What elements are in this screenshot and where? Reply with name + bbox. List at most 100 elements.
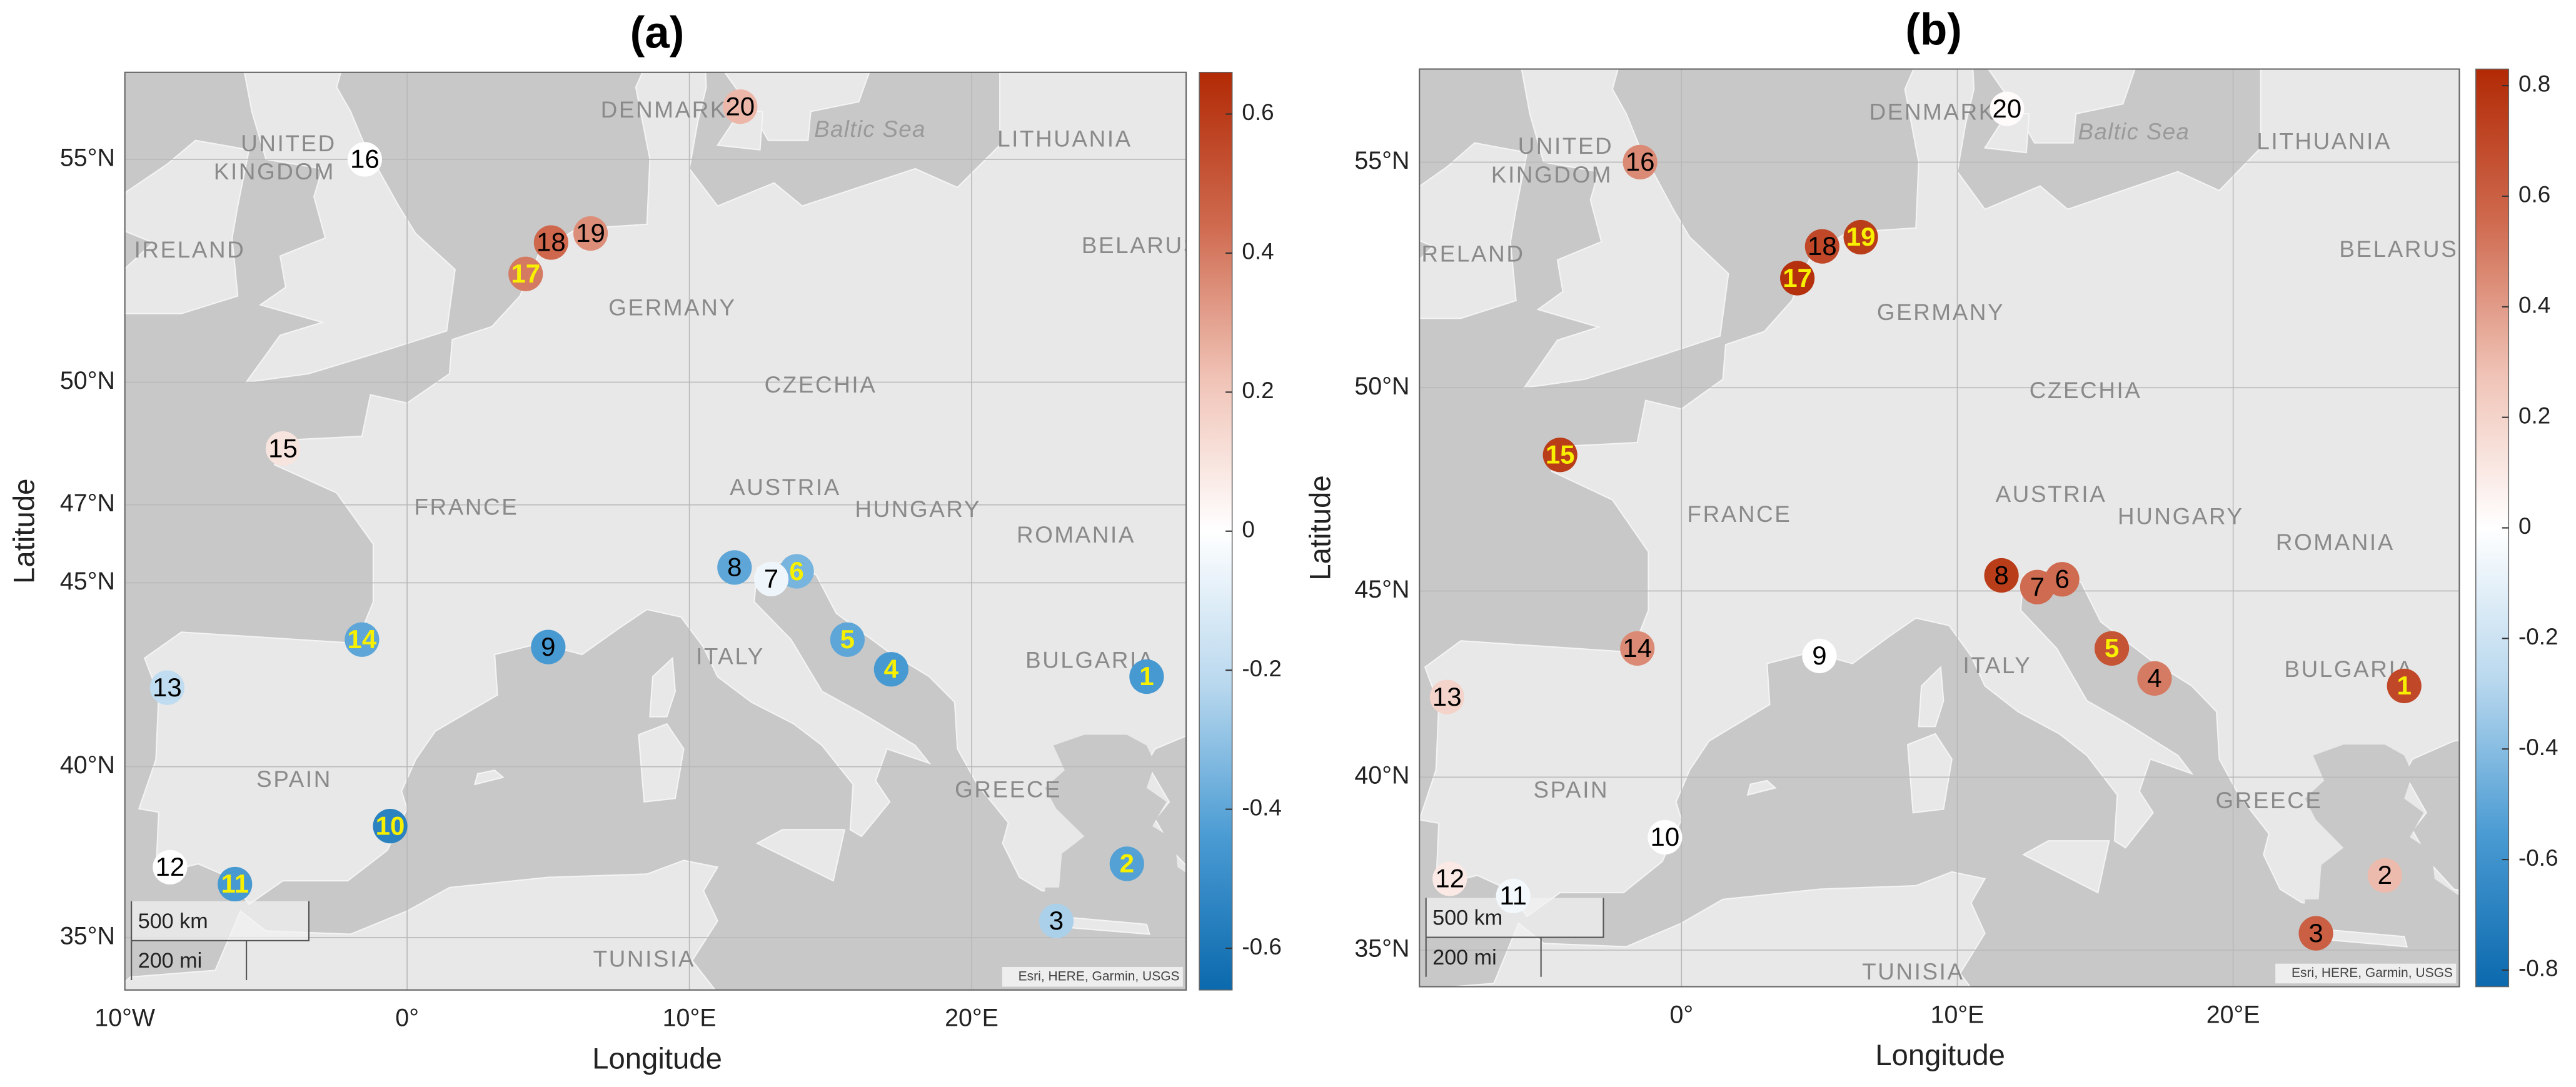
station-marker — [373, 809, 408, 844]
station-label: 17 — [511, 259, 540, 288]
station-marker — [1843, 219, 1878, 255]
land — [1444, 871, 1986, 987]
x-tick-label: 10°E — [1931, 1001, 1985, 1028]
colorbar-tick-label: 0 — [2518, 513, 2531, 539]
station-label: 6 — [789, 556, 803, 586]
colorbar-tick-label: 0 — [1242, 516, 1254, 542]
station-label: 6 — [2055, 564, 2069, 593]
station-marker — [2298, 916, 2333, 951]
place-label: Baltic Sea — [814, 116, 926, 142]
station-label: 14 — [1623, 633, 1652, 663]
place-label: ITALY — [1963, 653, 2032, 678]
station-marker — [573, 216, 608, 251]
colorbar-tick-label: 0.2 — [1242, 378, 1274, 403]
station-label: 9 — [541, 632, 555, 661]
place-label: IRELAND — [134, 237, 246, 263]
land — [2022, 840, 2110, 894]
place-label: Baltic Sea — [2078, 119, 2190, 144]
station-label: 7 — [764, 564, 778, 593]
y-tick-label: 50°N — [60, 367, 115, 394]
place-label: GERMANY — [608, 294, 736, 320]
station-marker — [265, 431, 301, 466]
station-label: 10 — [1650, 822, 1679, 851]
place-label: GREECE — [2215, 788, 2322, 813]
place-label: BELARUS — [1082, 233, 1200, 258]
place-label: SPAIN — [256, 766, 332, 792]
station-label: 9 — [1812, 641, 1826, 670]
station-label: 16 — [1626, 147, 1655, 176]
scale-bar — [1425, 898, 1604, 977]
station-marker — [2367, 858, 2402, 893]
station-label: 4 — [884, 654, 899, 683]
station-label: 11 — [1499, 881, 1527, 910]
station-label: 8 — [1994, 560, 2008, 589]
x-tick-label: 20°E — [945, 1004, 999, 1032]
map-area: UNITED KINGDOM IRELAND DENMARK Baltic Sea LIT… — [1414, 69, 2460, 987]
station-marker — [1542, 438, 1577, 473]
y-tick-label: 45°N — [1354, 576, 1409, 603]
attribution-bg — [1002, 966, 1183, 987]
station-marker — [873, 652, 908, 687]
station-label: 15 — [1546, 440, 1575, 469]
station-marker — [1802, 638, 1837, 674]
y-tick-label: 35°N — [1354, 934, 1409, 962]
colorbar-tick-label: -0.2 — [1242, 656, 1281, 681]
station-label: 5 — [2105, 633, 2119, 663]
station-label: 11 — [221, 869, 249, 898]
place-label: IRELAND — [1414, 241, 1525, 266]
station-marker — [1496, 878, 1531, 914]
place-label: HUNGARY — [855, 496, 981, 522]
x-axis-label: Longitude — [592, 1042, 722, 1075]
station-marker — [1432, 861, 1467, 896]
y-tick-label: 40°N — [60, 751, 115, 779]
colorbar-tick-label: 0.6 — [1242, 99, 1274, 125]
place-label: TUNISIA — [1862, 959, 1964, 984]
place-label: DENMARK — [1869, 99, 1996, 125]
place-label: GERMANY — [1877, 299, 2005, 325]
axes-frame — [1419, 68, 2460, 988]
station-label: 3 — [2308, 918, 2323, 948]
y-tick-label: 50°N — [1354, 373, 1409, 400]
place-label: ITALY — [696, 644, 765, 669]
place-label: LITHUANIA — [2257, 128, 2392, 154]
station-marker — [717, 550, 752, 585]
land — [1983, 113, 2030, 154]
scale-bar-bg — [131, 901, 309, 941]
station-label: 13 — [1432, 682, 1462, 711]
station-marker — [149, 670, 184, 705]
colorbar-tick-label: 0.8 — [2518, 71, 2550, 97]
colorbar-tick-label: -0.2 — [2518, 624, 2558, 649]
place-label: UNITED — [1518, 133, 1614, 159]
station-label: 20 — [1993, 94, 2022, 123]
colorbar-tick-label: 0.6 — [2518, 182, 2550, 208]
y-tick-label: 55°N — [60, 144, 115, 171]
place-label: GREECE — [955, 777, 1062, 803]
place-label: ROMANIA — [1017, 522, 1135, 548]
station-marker — [1109, 846, 1144, 881]
station-marker — [1039, 903, 1074, 939]
station-label: 4 — [2147, 663, 2161, 693]
place-label: UNITED — [241, 131, 336, 156]
station-label: 2 — [2378, 860, 2392, 889]
place-label: TUNISIA — [593, 946, 695, 972]
x-axis-label: Longitude — [1875, 1039, 2005, 1072]
place-label: AUSTRIA — [1996, 481, 2107, 507]
place-label: ROMANIA — [2276, 529, 2395, 555]
colorbar-tick-label: 0.4 — [2518, 292, 2550, 318]
station-label: 19 — [576, 218, 605, 248]
station-label: 12 — [1435, 864, 1464, 893]
station-label: 19 — [1846, 222, 1876, 251]
station-label: 7 — [2030, 572, 2045, 601]
station-marker — [1129, 659, 1164, 694]
station-label: 16 — [350, 144, 380, 174]
place-label: AUSTRIA — [730, 474, 841, 500]
colorbar-tick-label: -0.4 — [2518, 734, 2558, 760]
land — [473, 769, 505, 786]
place-label: LITHUANIA — [997, 126, 1132, 151]
attribution: Esri, HERE, Garmin, USGS — [2292, 966, 2453, 980]
station-marker — [1804, 229, 1839, 264]
colorbar-tick-label: 0.4 — [1242, 239, 1274, 264]
x-tick-label: 0° — [395, 1004, 419, 1032]
